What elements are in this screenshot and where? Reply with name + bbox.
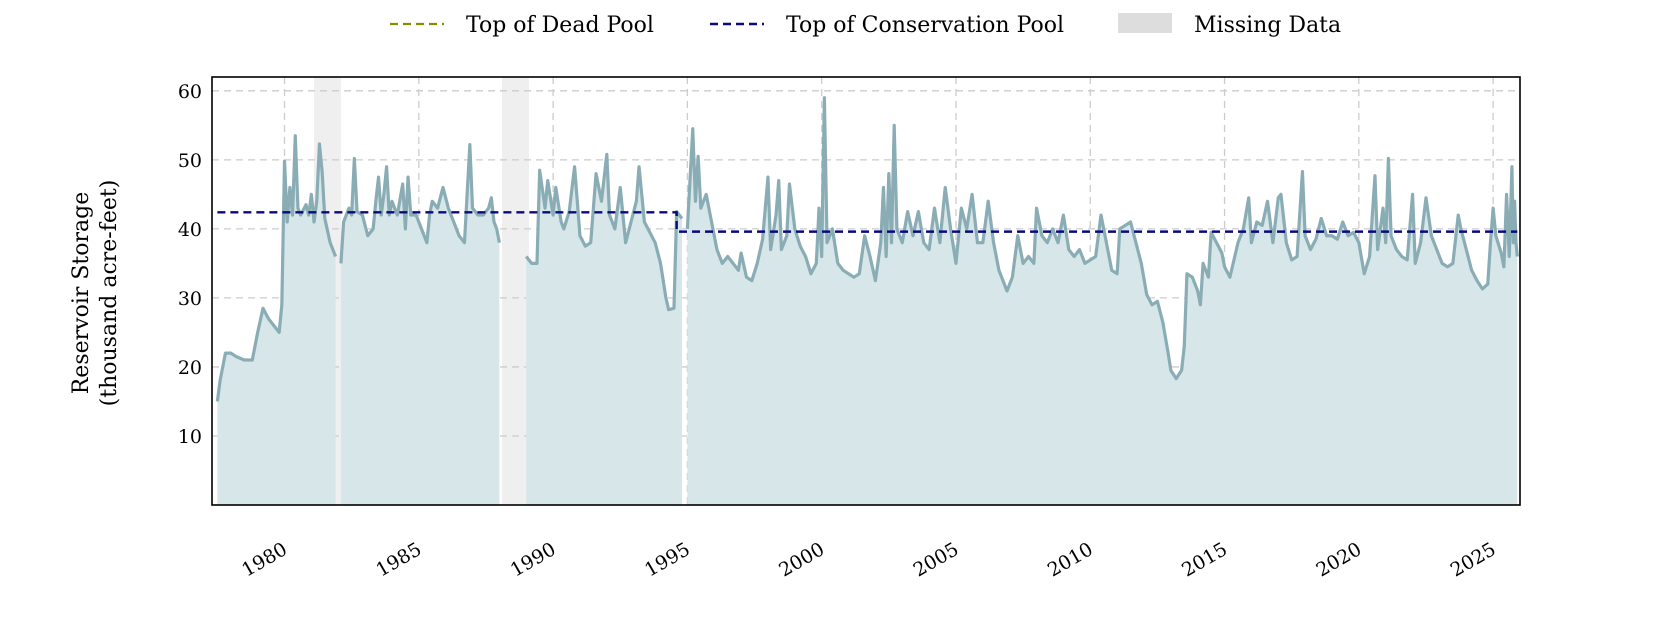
storage-line-segment-2 xyxy=(339,143,501,264)
legend-conservation-pool-label: Top of Conservation Pool xyxy=(786,13,1064,38)
legend: Top of Dead Pool Top of Conservation Poo… xyxy=(390,13,1341,38)
missing-period-2 xyxy=(502,77,529,505)
x-tick-label-1995: 1995 xyxy=(641,538,694,581)
pool-lines-layer xyxy=(217,211,1518,233)
plot-area xyxy=(211,76,1521,506)
x-tick-label-1985: 1985 xyxy=(372,538,425,581)
y-axis-label: Reservoir Storage (thousand acre-feet) xyxy=(69,180,122,407)
x-tick-label-2000: 2000 xyxy=(775,538,828,581)
x-tick-labels: 1980 1985 1990 1995 2000 2005 2010 2015 2020 2025 xyxy=(238,538,1500,581)
y-tick-labels: 10 20 30 40 50 60 xyxy=(178,81,202,448)
y-tick-label-60: 60 xyxy=(178,81,202,103)
x-tick-label-2015: 2015 xyxy=(1178,538,1231,581)
storage-area-segment-4 xyxy=(687,97,1518,505)
y-tick-label-10: 10 xyxy=(178,426,202,448)
storage-line-layer xyxy=(215,96,1519,402)
storage-line-segment-4 xyxy=(685,96,1519,381)
storage-area-segment-2 xyxy=(340,144,500,505)
conservation-pool-line xyxy=(217,211,1518,233)
storage-area-layer xyxy=(217,97,1518,505)
storage-area-segment-1 xyxy=(217,135,336,505)
y-tick-label-50: 50 xyxy=(178,150,202,172)
legend-missing-data-swatch xyxy=(1118,13,1172,33)
x-tick-label-2020: 2020 xyxy=(1312,538,1365,581)
legend-missing-data-label: Missing Data xyxy=(1194,13,1341,38)
y-tick-label-30: 30 xyxy=(178,288,202,310)
x-tick-label-2010: 2010 xyxy=(1044,538,1097,581)
y-axis-label-line-2: (thousand acre-feet) xyxy=(97,180,122,407)
storage-area-segment-3 xyxy=(526,154,683,505)
plot-frame xyxy=(211,76,1521,506)
x-tick-label-1980: 1980 xyxy=(238,538,291,581)
legend-dead-pool-label: Top of Dead Pool xyxy=(466,13,654,38)
y-tick-label-40: 40 xyxy=(178,219,202,241)
y-tick-label-20: 20 xyxy=(178,357,202,379)
storage-line-segment-3 xyxy=(524,152,684,312)
storage-line-segment-1 xyxy=(215,134,338,402)
x-tick-label-2005: 2005 xyxy=(910,538,963,581)
y-axis-label-line-1: Reservoir Storage xyxy=(69,192,94,395)
x-tick-label-1990: 1990 xyxy=(507,538,560,581)
x-tick-label-2025: 2025 xyxy=(1447,538,1500,581)
